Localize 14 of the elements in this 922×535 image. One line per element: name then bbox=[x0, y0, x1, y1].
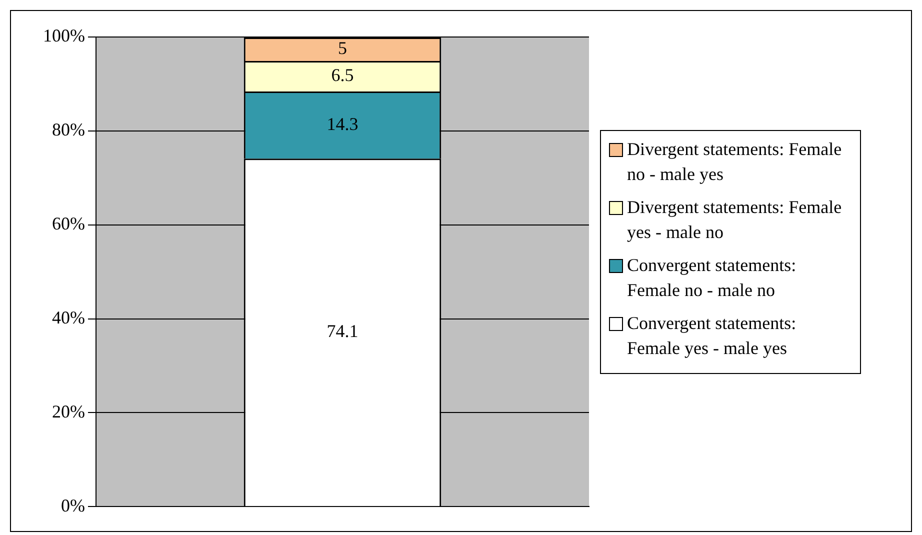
data-label: 74.1 bbox=[326, 321, 358, 342]
y-tick-label: 40% bbox=[52, 307, 85, 328]
legend-label: Divergent statements: Female yes - male no bbox=[627, 196, 843, 244]
y-tick-label: 100% bbox=[42, 26, 85, 46]
y-tick-label: 80% bbox=[52, 120, 85, 140]
y-tick-label: 0% bbox=[60, 495, 85, 516]
y-tick-label: 60% bbox=[52, 214, 85, 234]
data-label: 6.5 bbox=[331, 64, 354, 85]
data-label: 14.3 bbox=[326, 114, 358, 134]
data-label: 5 bbox=[338, 38, 347, 58]
y-tick-label: 20% bbox=[52, 401, 85, 422]
legend-label: Convergent statements: Female yes - male yes bbox=[627, 312, 798, 360]
legend-label: Divergent statements: Female no - male yes bbox=[627, 138, 843, 186]
legend-label: Convergent statements: Female no - male no bbox=[627, 254, 798, 302]
